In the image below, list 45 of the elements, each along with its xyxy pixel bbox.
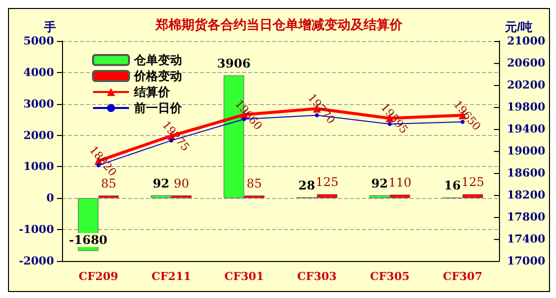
y2-tick-label: 20200 (507, 78, 546, 92)
y-tick-label: 0 (46, 192, 54, 205)
y-tick-label: 1000 (23, 160, 54, 174)
y-tick-label: 2000 (23, 128, 54, 142)
legend-label: 价格变动 (133, 69, 182, 83)
y-tick-label: 5000 (23, 34, 54, 48)
x-tick-label: CF211 (151, 270, 192, 283)
y2-tick-label: 19400 (507, 122, 546, 136)
legend-label: 前一日价 (133, 101, 183, 115)
y2-tick-label: 19800 (507, 100, 546, 114)
data-label: 92 (371, 176, 388, 190)
y2-tick-label: 21000 (507, 34, 546, 48)
y2-tick-label: 20600 (507, 56, 546, 70)
y2-tick-label: 19000 (507, 144, 546, 158)
y2-tick-label: 18600 (507, 166, 546, 180)
data-label: -1680 (69, 232, 108, 247)
data-label: 3906 (217, 56, 251, 70)
x-tick-label: CF303 (297, 270, 337, 283)
x-tick-label: CF307 (442, 270, 482, 283)
x-tick-label: CF209 (78, 270, 118, 283)
data-label: 90 (174, 176, 190, 190)
y2-tick-label: 17800 (507, 210, 546, 224)
y2-tick-label: 17000 (507, 254, 546, 268)
chart-title: 郑棉期货各合约当日仓单增减变动及结算价 (154, 17, 404, 32)
y2-axis-title: 元/吨 (504, 20, 532, 34)
y-tick-label: -2000 (18, 254, 54, 268)
y-axis-title: 手 (43, 20, 56, 34)
data-label: 85 (100, 176, 116, 190)
y2-tick-label: 17400 (507, 232, 546, 246)
x-tick-label: CF301 (224, 270, 264, 283)
bar (98, 195, 119, 198)
data-label: 16 (444, 178, 461, 193)
y-tick-label: 3000 (23, 97, 54, 110)
y2-tick-label: 18200 (507, 188, 546, 202)
x-tick-label: CF305 (370, 270, 410, 283)
y-tick-label: 4000 (23, 66, 54, 79)
data-label: 85 (246, 176, 262, 190)
data-label: 28 (298, 178, 316, 192)
data-label: 125 (461, 175, 484, 190)
y-tick-label: -1000 (18, 223, 54, 236)
data-label: 125 (316, 175, 339, 190)
legend-label: 结算价 (133, 85, 171, 99)
data-label: 92 (152, 176, 170, 190)
data-label: 110 (388, 176, 412, 190)
legend-label: 仓单变动 (133, 53, 182, 67)
